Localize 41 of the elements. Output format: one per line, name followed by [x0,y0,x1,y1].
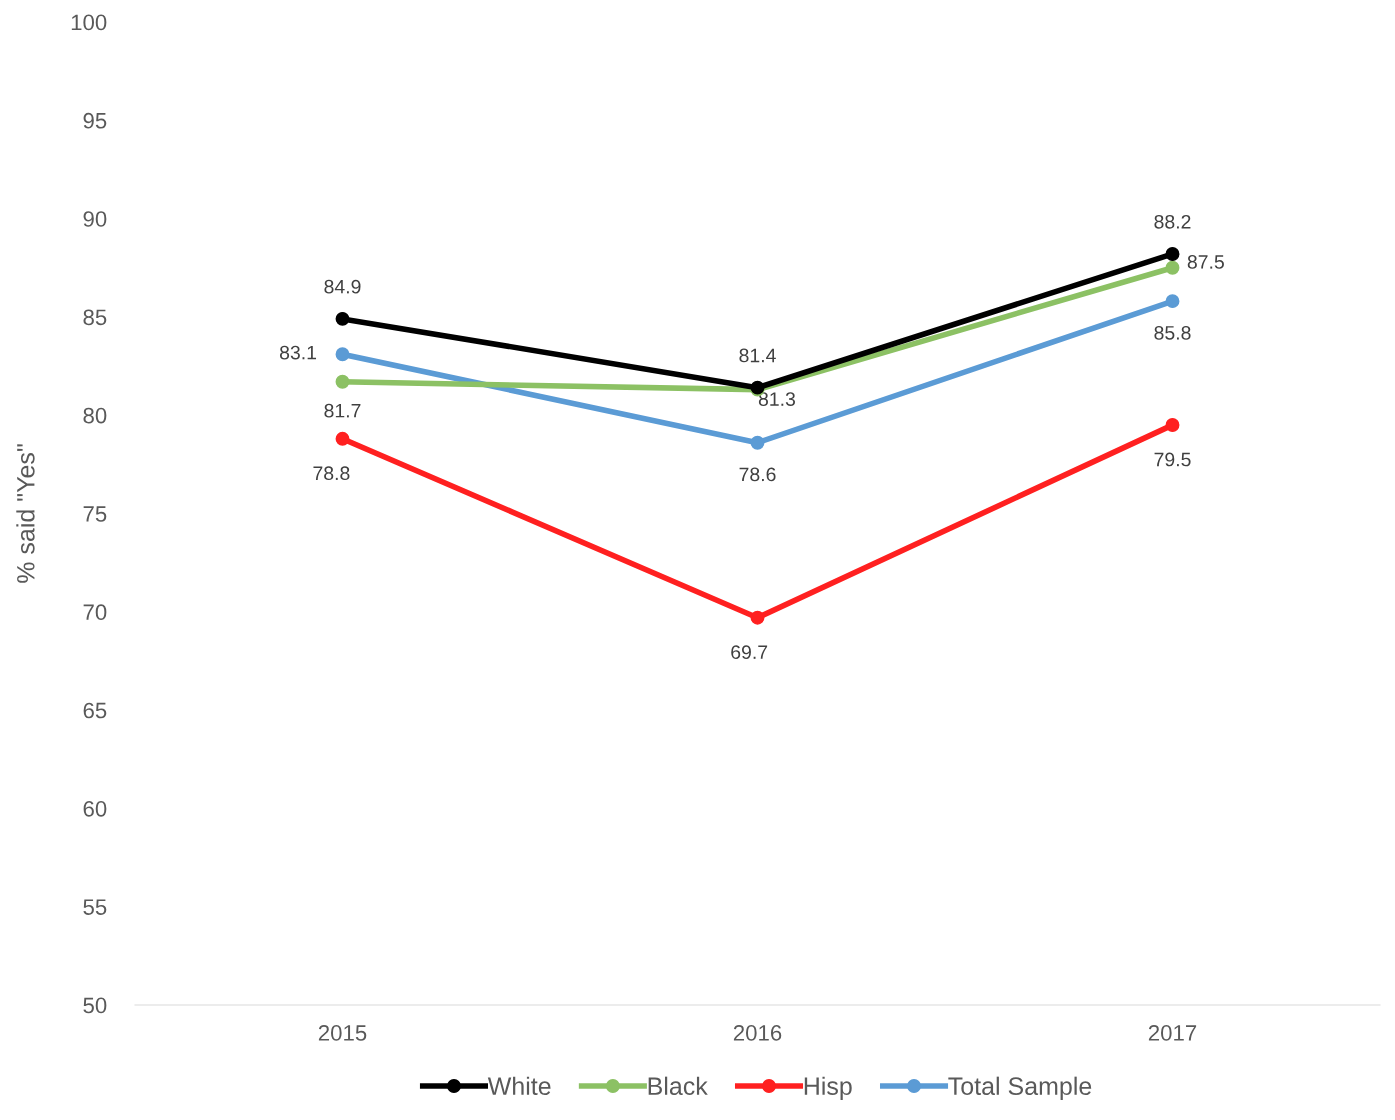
point [335,311,350,326]
data-label: 79.5 [1154,452,1191,467]
point [1165,247,1180,261]
point [335,374,350,389]
point [1165,418,1180,432]
x-tick-label: 2016 [733,1025,782,1041]
y-tick-label: 75 [83,506,107,522]
y-axis-title: % said "Yes" [16,444,35,583]
legend-label: Total Sample [948,1076,1092,1100]
point [335,431,350,446]
data-label: 78.6 [739,467,776,482]
point [1165,294,1180,309]
x-tick-label: 2017 [1148,1025,1197,1041]
y-tick-label: 70 [83,604,107,621]
point [750,610,765,625]
data-label: 85.8 [1154,325,1191,340]
y-tick-label: 65 [83,702,107,719]
data-label: 88.2 [1154,214,1191,229]
y-tick-label: 95 [83,112,107,129]
y-tick-label: 50 [83,997,107,1014]
y-tick-label: 55 [83,899,107,915]
point [1165,260,1180,275]
legend-label: Hisp [804,1076,852,1100]
y-tick-label: 85 [83,309,107,326]
data-label: 81.7 [324,403,361,418]
point [750,435,765,450]
point [335,347,350,362]
legend-label: White [487,1076,551,1096]
data-label: 84.9 [324,279,361,294]
data-label: 81.4 [739,348,776,363]
data-label: 87.5 [1187,255,1224,269]
data-label: 78.8 [313,466,350,481]
data-label: 83.1 [279,345,317,360]
y-tick-label: 100 [71,14,107,31]
y-tick-label: 60 [83,800,107,817]
legend-label: Black [648,1076,708,1096]
x-tick-label: 2015 [318,1025,367,1041]
data-label: 69.7 [731,645,768,660]
y-tick-label: 90 [83,211,107,227]
data-label: 81.3 [758,392,796,406]
y-tick-label: 80 [83,407,107,424]
